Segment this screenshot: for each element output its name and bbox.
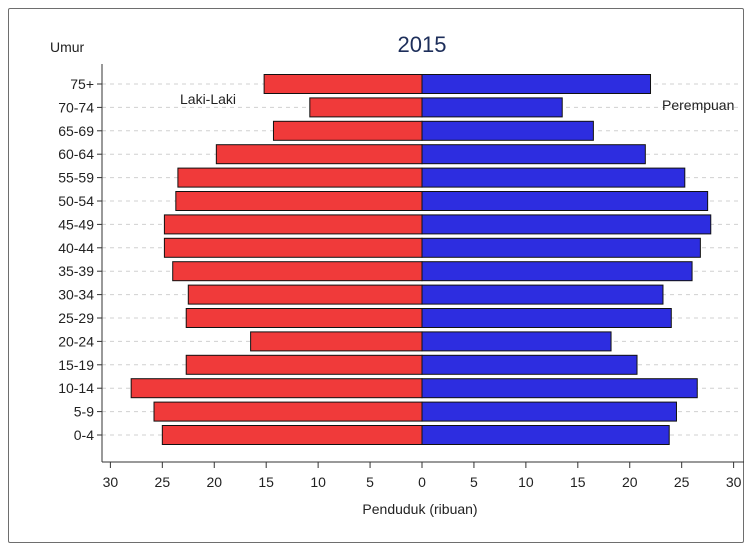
male-bar-40-44 — [163, 237, 423, 258]
female-bar-65-69 — [421, 120, 594, 141]
y-tick-label: 30-34 — [58, 287, 94, 303]
axis-layer: 75+ 70-74 65-69 60-64 55-59 50-54 45-49 40-44 35… — [58, 64, 744, 490]
female-bar-10-14 — [421, 378, 698, 399]
male-bar-55-59 — [177, 167, 423, 188]
male-bar-65-69 — [272, 120, 423, 141]
x-tick-label: 20 — [206, 474, 222, 490]
x-tick-label: 20 — [622, 474, 638, 490]
female-bar-25-29 — [421, 308, 672, 328]
y-tick-label: 55-59 — [58, 170, 94, 186]
y-tick-label: 60-64 — [58, 146, 94, 162]
y-tick-label: 10-14 — [58, 380, 94, 396]
x-tick-label: 25 — [155, 474, 171, 490]
bars-layer — [130, 74, 712, 445]
female-bar-75+ — [421, 74, 652, 94]
x-tick-label: 25 — [674, 474, 690, 490]
male-bar-15-19 — [185, 354, 423, 375]
x-axis-label: Penduduk (ribuan) — [362, 501, 477, 517]
y-tick-label: 5-9 — [74, 404, 94, 420]
female-bar-5-9 — [421, 401, 677, 422]
female-bar-35-39 — [421, 261, 693, 282]
female-bar-0-4 — [421, 425, 670, 445]
male-bar-25-29 — [185, 308, 423, 328]
x-tick-label: 0 — [418, 474, 426, 490]
female-bar-70-74 — [421, 97, 563, 118]
y-tick-label: 0-4 — [74, 427, 94, 443]
y-tick-label: 20-24 — [58, 333, 94, 349]
female-bar-30-34 — [421, 284, 664, 305]
male-bar-35-39 — [172, 261, 423, 282]
female-bar-15-19 — [421, 354, 638, 375]
y-tick-label: 50-54 — [58, 193, 94, 209]
male-bar-50-54 — [175, 191, 423, 211]
male-bar-30-34 — [187, 284, 423, 305]
x-tick-label: 10 — [518, 474, 534, 490]
female-bar-20-24 — [421, 331, 612, 352]
female-bar-60-64 — [421, 144, 646, 165]
x-tick-label: 10 — [310, 474, 326, 490]
x-tick-label: 30 — [726, 474, 742, 490]
male-bar-20-24 — [250, 331, 423, 352]
y-tick-label: 15-19 — [58, 357, 94, 373]
y-axis-label: Umur — [50, 39, 85, 55]
male-bar-70-74 — [309, 97, 423, 118]
y-tick-label: 25-29 — [58, 310, 94, 326]
y-tick-label: 65-69 — [58, 123, 94, 139]
x-tick-label: 30 — [103, 474, 119, 490]
y-tick-label: 70-74 — [58, 99, 94, 115]
female-bar-50-54 — [421, 191, 709, 211]
male-bar-75+ — [263, 74, 423, 94]
y-tick-label: 75+ — [70, 76, 94, 92]
female-bar-40-44 — [421, 237, 701, 258]
male-bar-60-64 — [215, 144, 423, 165]
male-bar-45-49 — [163, 214, 423, 235]
x-tick-label: 5 — [470, 474, 478, 490]
y-tick-label: 35-39 — [58, 263, 94, 279]
y-tick-label: 45-49 — [58, 216, 94, 232]
male-bar-5-9 — [153, 401, 423, 422]
y-tick-label: 40-44 — [58, 240, 94, 256]
legend-label-female: Perempuan — [662, 97, 734, 113]
x-tick-label: 15 — [258, 474, 274, 490]
x-tick-label: 5 — [366, 474, 374, 490]
legend-label-male: Laki-Laki — [180, 91, 236, 107]
chart-title: 2015 — [398, 32, 447, 57]
female-bar-55-59 — [421, 167, 686, 188]
female-bar-45-49 — [421, 214, 712, 235]
x-tick-label: 15 — [570, 474, 586, 490]
male-bar-10-14 — [130, 378, 423, 399]
male-bar-0-4 — [161, 425, 423, 445]
